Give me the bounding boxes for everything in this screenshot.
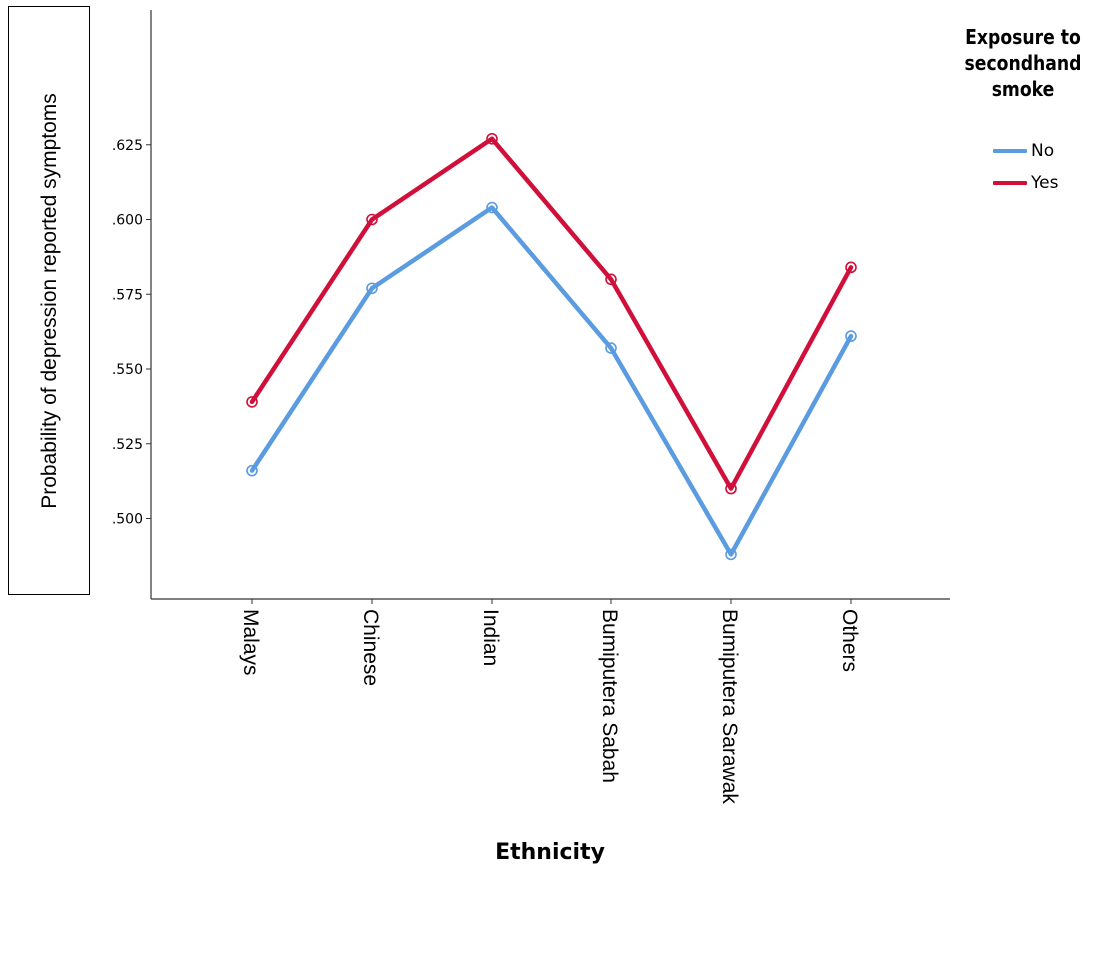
series-point-yes — [246, 396, 258, 408]
legend-title: Exposure to secondhand smoke — [959, 24, 1088, 102]
y-tick-label: .625 — [112, 138, 143, 154]
series-point-no — [366, 282, 378, 295]
x-tick-label: Others — [838, 609, 861, 672]
y-tick-label: .550 — [112, 362, 143, 378]
series-point-no — [845, 330, 857, 342]
y-tick-label: .525 — [112, 437, 143, 453]
legend-swatch-no — [993, 149, 1027, 153]
x-tick-label: Bumiputera Sabah — [598, 609, 621, 783]
x-tick-label: Bumiputera Sarawak — [718, 609, 741, 804]
legend-swatch-yes — [993, 181, 1027, 185]
x-tick-label: Indian — [479, 609, 502, 666]
legend-title-line-2: secondhand — [964, 51, 1082, 75]
legend-item-yes: Yes — [993, 172, 1058, 194]
x-axis-label: Ethnicity — [495, 840, 605, 865]
series-point-yes — [725, 482, 737, 495]
y-tick-label: .500 — [112, 512, 143, 528]
legend-label-no: No — [1031, 141, 1055, 161]
series-point-yes — [366, 213, 378, 226]
series-point-yes — [486, 132, 498, 145]
series-point-yes — [845, 261, 857, 274]
series-point-no — [486, 201, 498, 214]
y-axis-label: Probability of depression reported sympt… — [38, 93, 61, 509]
legend-item-no: No — [993, 140, 1054, 162]
y-tick-label: .600 — [112, 213, 143, 229]
series-point-yes — [605, 273, 617, 286]
y-tick-label: .575 — [112, 287, 143, 303]
legend-label-yes: Yes — [1031, 173, 1059, 193]
y-axis-label-box: Probability of depression reported sympt… — [8, 6, 90, 595]
legend-title-line-1: Exposure to — [965, 25, 1081, 49]
series-line-yes — [249, 136, 854, 491]
x-tick-label: Chinese — [359, 609, 382, 686]
x-tick-label: Malays — [239, 609, 262, 676]
legend-title-line-3: smoke — [991, 77, 1055, 101]
series-line-no — [249, 205, 854, 557]
series-point-no — [725, 548, 737, 561]
series-point-no — [605, 342, 617, 354]
series-point-no — [246, 464, 258, 477]
